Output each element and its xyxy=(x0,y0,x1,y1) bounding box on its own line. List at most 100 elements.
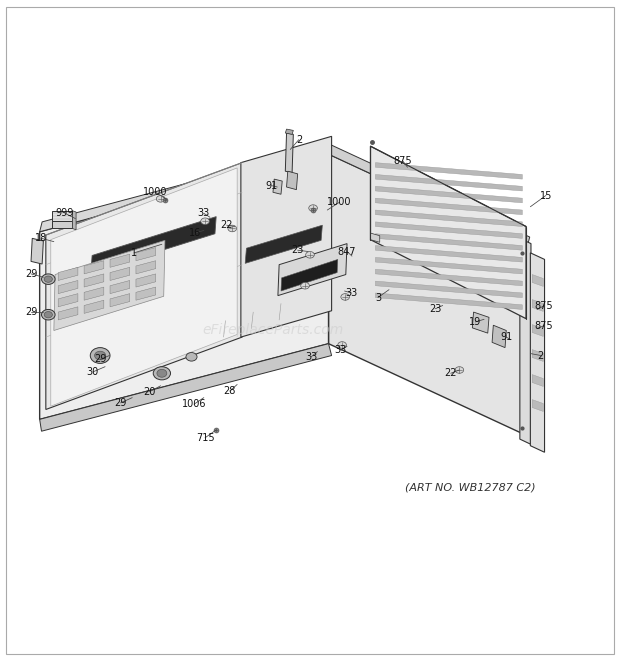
Polygon shape xyxy=(40,344,332,431)
Text: 15: 15 xyxy=(539,190,552,200)
Text: 3: 3 xyxy=(375,293,381,303)
Text: 18: 18 xyxy=(35,233,48,243)
Text: 29: 29 xyxy=(25,307,37,317)
Text: 29: 29 xyxy=(25,269,37,279)
Polygon shape xyxy=(285,133,293,173)
Polygon shape xyxy=(281,259,338,291)
Polygon shape xyxy=(110,280,130,293)
Text: 33: 33 xyxy=(335,345,347,355)
Text: 847: 847 xyxy=(338,247,356,256)
Text: 875: 875 xyxy=(393,156,412,166)
Ellipse shape xyxy=(157,369,167,377)
Polygon shape xyxy=(84,300,104,313)
Polygon shape xyxy=(136,274,156,287)
Polygon shape xyxy=(278,244,347,295)
Ellipse shape xyxy=(201,218,210,225)
Text: (ART NO. WB12787 C2): (ART NO. WB12787 C2) xyxy=(405,482,536,492)
Polygon shape xyxy=(46,163,242,409)
Ellipse shape xyxy=(44,311,52,318)
Polygon shape xyxy=(73,211,76,230)
Polygon shape xyxy=(52,211,73,221)
Ellipse shape xyxy=(341,293,350,300)
Polygon shape xyxy=(285,129,293,134)
Text: 1000: 1000 xyxy=(143,187,168,197)
Polygon shape xyxy=(329,145,529,247)
Text: 20: 20 xyxy=(143,387,156,397)
Text: 1: 1 xyxy=(131,248,137,258)
Text: 23: 23 xyxy=(291,245,304,255)
Polygon shape xyxy=(376,257,522,274)
Text: 28: 28 xyxy=(224,386,236,396)
Polygon shape xyxy=(136,287,156,300)
Text: 23: 23 xyxy=(429,304,441,314)
Polygon shape xyxy=(376,234,522,251)
Polygon shape xyxy=(472,312,489,333)
Polygon shape xyxy=(241,136,332,337)
Text: 33: 33 xyxy=(305,352,317,362)
Polygon shape xyxy=(91,217,216,272)
Text: 33: 33 xyxy=(345,288,358,298)
Polygon shape xyxy=(376,186,522,203)
Ellipse shape xyxy=(228,225,237,232)
Text: 22: 22 xyxy=(221,220,233,230)
Ellipse shape xyxy=(42,309,55,320)
Polygon shape xyxy=(58,280,78,293)
Ellipse shape xyxy=(301,282,309,289)
Polygon shape xyxy=(84,274,104,287)
Ellipse shape xyxy=(306,252,314,258)
Polygon shape xyxy=(31,239,43,264)
Polygon shape xyxy=(84,260,104,274)
Polygon shape xyxy=(52,221,73,229)
Ellipse shape xyxy=(338,342,347,348)
Polygon shape xyxy=(532,299,543,311)
Polygon shape xyxy=(376,175,522,191)
Text: 875: 875 xyxy=(534,301,552,311)
Polygon shape xyxy=(371,233,379,243)
Text: 19: 19 xyxy=(469,317,482,327)
Ellipse shape xyxy=(455,367,464,373)
Text: 22: 22 xyxy=(445,368,457,378)
Ellipse shape xyxy=(186,352,197,361)
Text: 91: 91 xyxy=(500,332,512,342)
Polygon shape xyxy=(376,163,522,179)
Polygon shape xyxy=(329,154,527,436)
Ellipse shape xyxy=(95,351,105,360)
Polygon shape xyxy=(273,179,282,194)
Polygon shape xyxy=(136,248,156,260)
Polygon shape xyxy=(376,269,522,286)
Polygon shape xyxy=(58,307,78,320)
Text: 999: 999 xyxy=(56,208,74,218)
Text: 715: 715 xyxy=(196,433,215,443)
Polygon shape xyxy=(40,154,329,419)
Polygon shape xyxy=(532,375,543,387)
Text: 29: 29 xyxy=(94,354,107,364)
Text: 875: 875 xyxy=(534,321,552,331)
Polygon shape xyxy=(286,171,298,190)
Polygon shape xyxy=(376,246,522,262)
Polygon shape xyxy=(376,198,522,215)
Ellipse shape xyxy=(153,367,170,380)
Ellipse shape xyxy=(156,196,165,202)
Polygon shape xyxy=(532,400,543,411)
Polygon shape xyxy=(492,325,507,348)
Text: 33: 33 xyxy=(198,208,210,218)
Polygon shape xyxy=(84,287,104,300)
Polygon shape xyxy=(376,293,522,309)
Text: 1006: 1006 xyxy=(182,399,206,409)
Ellipse shape xyxy=(309,205,317,212)
Text: 91: 91 xyxy=(265,180,278,190)
Text: 30: 30 xyxy=(87,367,99,377)
Ellipse shape xyxy=(42,274,55,284)
Polygon shape xyxy=(245,225,322,263)
Polygon shape xyxy=(530,253,544,452)
Polygon shape xyxy=(371,146,526,319)
Polygon shape xyxy=(40,145,331,232)
Polygon shape xyxy=(51,168,237,407)
Polygon shape xyxy=(376,210,522,227)
Polygon shape xyxy=(58,267,78,280)
Polygon shape xyxy=(110,254,130,267)
Ellipse shape xyxy=(44,276,52,282)
Polygon shape xyxy=(376,222,522,239)
Polygon shape xyxy=(136,260,156,274)
Text: 2: 2 xyxy=(538,350,544,360)
